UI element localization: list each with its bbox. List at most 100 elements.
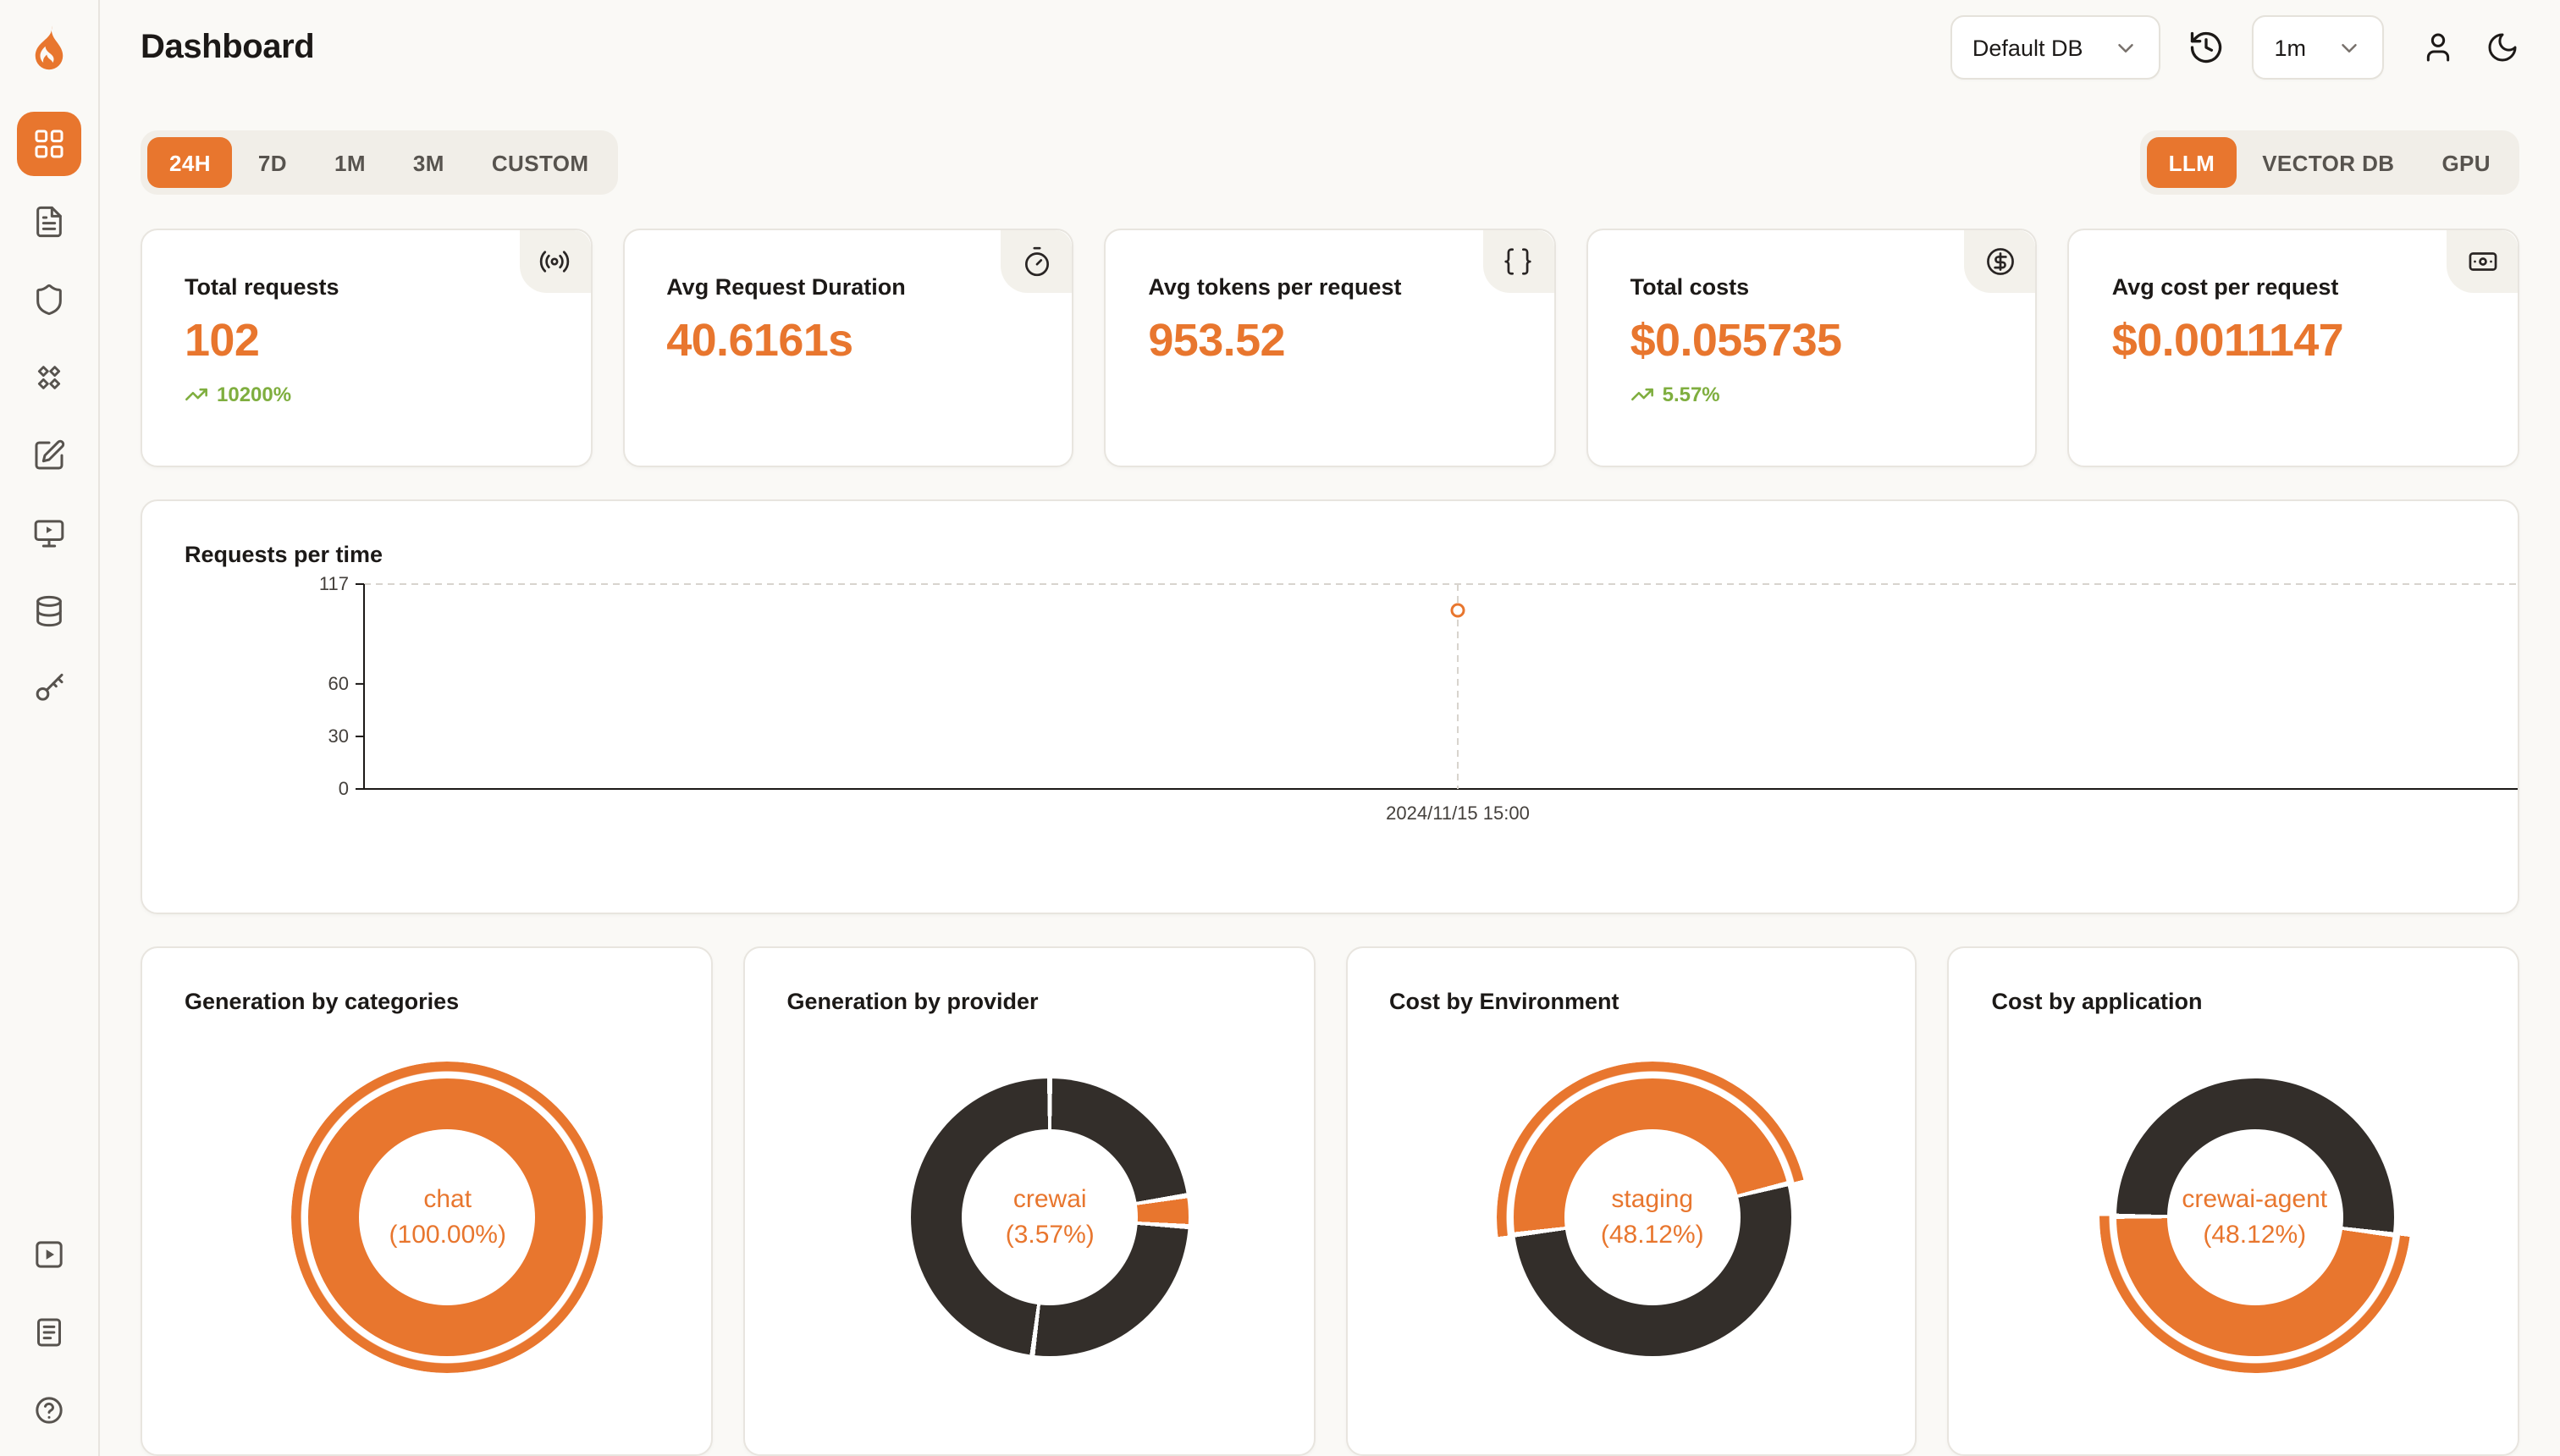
sidebar-item-getting-started[interactable] (17, 1222, 81, 1287)
tab-3m[interactable]: 3M (412, 150, 444, 175)
sidebar-item-vault[interactable] (17, 345, 81, 410)
stat-value: $0.0011147 (2111, 315, 2344, 366)
chevron-down-icon (2337, 35, 2362, 60)
stat-value: 953.52 (1148, 315, 1285, 366)
tab-7d[interactable]: 7D (257, 150, 287, 175)
stat-card-total-requests: Total requests 102 10200% (141, 229, 593, 467)
line-chart-svg: 0 30 60 117 2024/11/15 15:00 (319, 573, 2518, 824)
openground-icon (34, 520, 64, 548)
donut-center-label: chat (100.00%) (359, 1129, 536, 1305)
donut-center-label: crewai-agent (48.12%) (2166, 1129, 2343, 1305)
requests-icon (36, 206, 62, 238)
donut-chart-categories[interactable]: chat (100.00%) (291, 1062, 604, 1373)
sidebar-item-api-keys[interactable] (17, 657, 81, 721)
svg-text:0: 0 (339, 778, 349, 799)
card-title: Cost by application (1991, 989, 2203, 1014)
stat-card-avg-duration: Avg Request Duration 40.6161s (622, 229, 1074, 467)
flame-logo-icon (35, 25, 63, 70)
stats-row: Total requests 102 10200% (141, 229, 2519, 467)
radio-icon (519, 230, 591, 293)
getting-started-icon (36, 1241, 63, 1268)
header: Dashboard Default DB 1m (100, 0, 2560, 95)
database-select-value: Default DB (1972, 35, 2083, 60)
line-chart[interactable]: 0 30 60 117 2024/11/15 15:00 (185, 571, 2518, 853)
moon-icon (2488, 33, 2517, 62)
tab-llm[interactable]: LLM (2146, 137, 2237, 188)
svg-text:117: 117 (319, 573, 349, 594)
tab-vector-db[interactable]: VECTOR DB (2262, 150, 2395, 175)
svg-text:30: 30 (328, 725, 349, 747)
donut-center-label: crewai (3.57%) (962, 1129, 1139, 1305)
dashboard-icon (35, 130, 63, 158)
tab-1m[interactable]: 1M (334, 150, 366, 175)
trending-up-icon (185, 388, 207, 401)
app-logo[interactable] (22, 20, 76, 74)
donut-row: Generation by categories chat (100.00%) … (141, 946, 2519, 1456)
header-controls: Default DB 1m (1950, 15, 2523, 80)
history-icon (2191, 31, 2222, 63)
sidebar-item-requests[interactable] (17, 190, 81, 254)
interval-select[interactable]: 1m (2252, 15, 2384, 80)
donut-chart-environment[interactable]: staging (48.12%) (1496, 1062, 1808, 1373)
circle-dollar-icon (1964, 230, 2036, 293)
sidebar-item-support[interactable] (17, 1378, 81, 1442)
svg-text:60: 60 (328, 673, 349, 694)
interval-select-value: 1m (2274, 35, 2306, 60)
api-keys-icon (36, 673, 63, 701)
stat-value: 40.6161s (666, 315, 853, 366)
dark-mode-toggle[interactable] (2482, 27, 2523, 68)
sidebar (0, 0, 100, 1456)
donut-card-categories: Generation by categories chat (100.00%) (141, 946, 713, 1456)
sidebar-footer (17, 1222, 81, 1442)
stat-value: 102 (185, 315, 260, 366)
sidebar-item-databases[interactable] (17, 579, 81, 643)
time-range-tabs: 24H 7D 1M 3M CUSTOM (141, 130, 618, 195)
filter-row: 24H 7D 1M 3M CUSTOM LLM VECTOR DB GPU (141, 130, 2519, 195)
stat-card-avg-cost: Avg cost per request $0.0011147 (2067, 229, 2519, 467)
vault-icon (37, 366, 61, 389)
card-title: Requests per time (185, 542, 383, 567)
databases-icon (36, 595, 62, 627)
sidebar-item-exceptions[interactable] (17, 267, 81, 332)
chevron-down-icon (2113, 35, 2138, 60)
stat-label: Total requests (185, 274, 339, 300)
card-title: Generation by categories (185, 989, 460, 1014)
tab-24h[interactable]: 24H (147, 137, 233, 188)
profile-button[interactable] (2418, 27, 2458, 68)
source-tabs: LLM VECTOR DB GPU (2139, 130, 2519, 195)
dashboard-content: 24H 7D 1M 3M CUSTOM LLM VECTOR DB GPU (100, 95, 2560, 1456)
support-icon (36, 1397, 63, 1424)
sidebar-nav (17, 112, 81, 721)
stat-value: $0.055735 (1630, 315, 1842, 366)
stat-label: Avg Request Duration (666, 274, 906, 300)
donut-chart-provider[interactable]: crewai (3.57%) (894, 1062, 1206, 1373)
stat-delta: 10200% (185, 383, 590, 406)
sidebar-item-documentation[interactable] (17, 1300, 81, 1365)
sidebar-item-dashboard[interactable] (17, 112, 81, 176)
donut-chart-application[interactable]: crewai-agent (48.12%) (2099, 1062, 2411, 1373)
trending-up-icon (1630, 388, 1653, 401)
exceptions-icon (36, 284, 62, 316)
svg-text:2024/11/15 15:00: 2024/11/15 15:00 (1386, 802, 1530, 824)
donut-card-provider: Generation by provider crewai (3.57%) (742, 946, 1315, 1456)
donut-center-label: staging (48.12%) (1564, 1129, 1741, 1305)
refresh-history-button[interactable] (2184, 25, 2228, 69)
page-title: Dashboard (141, 28, 315, 65)
stat-card-total-costs: Total costs $0.055735 5.57% (1586, 229, 2038, 467)
sidebar-item-openground[interactable] (17, 501, 81, 565)
requests-per-time-card: Requests per time 0 30 60 117 2024/11/15 15:… (141, 499, 2519, 914)
tab-gpu[interactable]: GPU (2441, 150, 2491, 175)
stat-label: Avg cost per request (2111, 274, 2339, 300)
prompt-hub-icon (35, 439, 65, 470)
donut-card-application: Cost by application crewai-agent (48.12%… (1947, 946, 2519, 1456)
sidebar-item-prompt-hub[interactable] (17, 423, 81, 488)
card-title: Cost by Environment (1389, 989, 1619, 1014)
card-title: Generation by provider (786, 989, 1039, 1014)
stat-label: Avg tokens per request (1148, 274, 1402, 300)
database-select[interactable]: Default DB (1950, 15, 2161, 80)
stat-delta: 5.57% (1630, 383, 2036, 406)
timer-icon (1001, 230, 1073, 293)
documentation-icon (37, 1318, 61, 1347)
main-area: Dashboard Default DB 1m (100, 0, 2560, 1456)
tab-custom[interactable]: CUSTOM (491, 150, 589, 175)
